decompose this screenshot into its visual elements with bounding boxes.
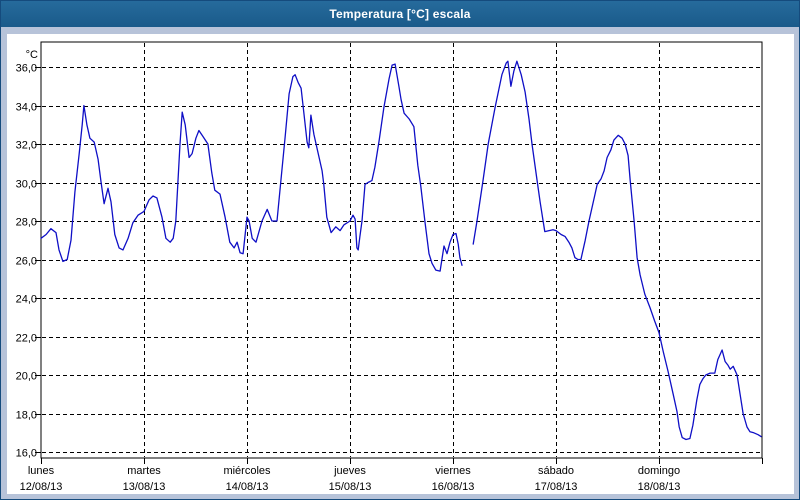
svg-text:16,0: 16,0 <box>16 448 37 460</box>
temperature-line-chart: 36,0 34,0 32,0 30,0 28,0 26,0 24,0 22,0 20,0 18,0… <box>16 41 763 493</box>
y-axis-unit-label: °C <box>26 49 38 61</box>
svg-text:30,0: 30,0 <box>16 179 37 191</box>
x-axis-date-label: 13/08/13 <box>123 481 166 493</box>
svg-text:28,0: 28,0 <box>16 217 37 229</box>
svg-text:36,0: 36,0 <box>16 63 37 75</box>
x-axis-date-label: 16/08/13 <box>432 481 475 493</box>
x-axis-date-label: 17/08/13 <box>535 481 578 493</box>
x-axis-day-label: jueves <box>333 465 366 477</box>
svg-text:24,0: 24,0 <box>16 294 37 306</box>
x-axis-date-label: 15/08/13 <box>329 481 372 493</box>
chart-panel: 36,0 34,0 32,0 30,0 28,0 26,0 24,0 22,0 20,0 18,0… <box>7 34 794 494</box>
x-axis-day-label: lunes <box>28 465 55 477</box>
svg-text:34,0: 34,0 <box>16 102 37 114</box>
title-bar: Temperatura [°C] escala <box>1 1 799 27</box>
x-axis-date-label: 12/08/13 <box>20 481 63 493</box>
window-title: Temperatura [°C] escala <box>329 7 471 21</box>
svg-text:26,0: 26,0 <box>16 256 37 268</box>
svg-text:20,0: 20,0 <box>16 371 37 383</box>
svg-text:18,0: 18,0 <box>16 410 37 422</box>
svg-text:22,0: 22,0 <box>16 333 37 345</box>
x-axis-day-label: sábado <box>538 465 574 477</box>
svg-text:32,0: 32,0 <box>16 140 37 152</box>
x-axis-day-label: martes <box>127 465 161 477</box>
x-axis-day-label: domingo <box>638 465 680 477</box>
x-axis-date-label: 14/08/13 <box>226 481 269 493</box>
x-axis-day-label: miércoles <box>223 465 271 477</box>
x-axis-date-label: 18/08/13 <box>638 481 681 493</box>
x-axis-day-label: viernes <box>435 465 471 477</box>
